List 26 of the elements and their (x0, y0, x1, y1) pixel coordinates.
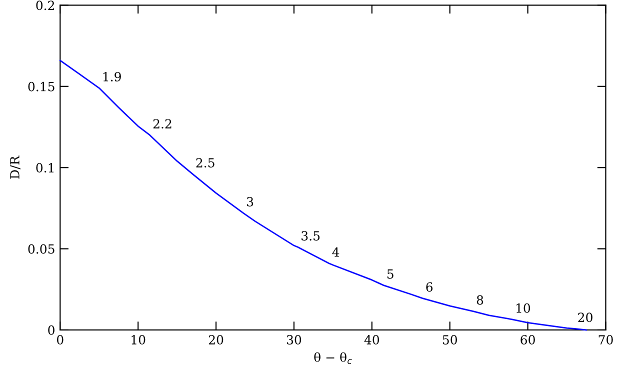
annotation: 1.9 (103, 72, 121, 82)
x-tick-label: 0 (56, 335, 64, 344)
y-tick-label: 0.2 (36, 0, 54, 10)
y-axis-title: D/R (10, 155, 20, 179)
x-tick-label: 20 (208, 335, 224, 344)
annotation: 3 (247, 197, 254, 206)
y-tick-label: 0.15 (28, 82, 54, 92)
x-tick-label: 30 (286, 335, 302, 344)
annotation: 5 (387, 269, 394, 279)
x-axis-title: θ − θ$_{c}$ (314, 352, 352, 364)
annotation: 2.5 (196, 158, 214, 168)
y-tick-label: 0.1 (36, 163, 54, 173)
x-tick-label: 50 (442, 335, 457, 344)
x-tick-label: 40 (364, 335, 380, 344)
annotation: 2.2 (153, 119, 172, 129)
x-tick-label: 10 (132, 335, 146, 344)
annotation: 4 (332, 247, 340, 257)
annotation: 3.5 (302, 231, 320, 241)
y-tick-label: 0.05 (28, 244, 54, 254)
y-tick-label: 0 (48, 325, 54, 335)
x-tick-label: 60 (520, 335, 535, 344)
x-tick-label: 70 (598, 335, 613, 344)
annotation: 20 (578, 312, 592, 322)
annotation: 6 (426, 282, 433, 292)
annotation: 8 (476, 295, 484, 305)
annotation: 10 (516, 303, 530, 313)
